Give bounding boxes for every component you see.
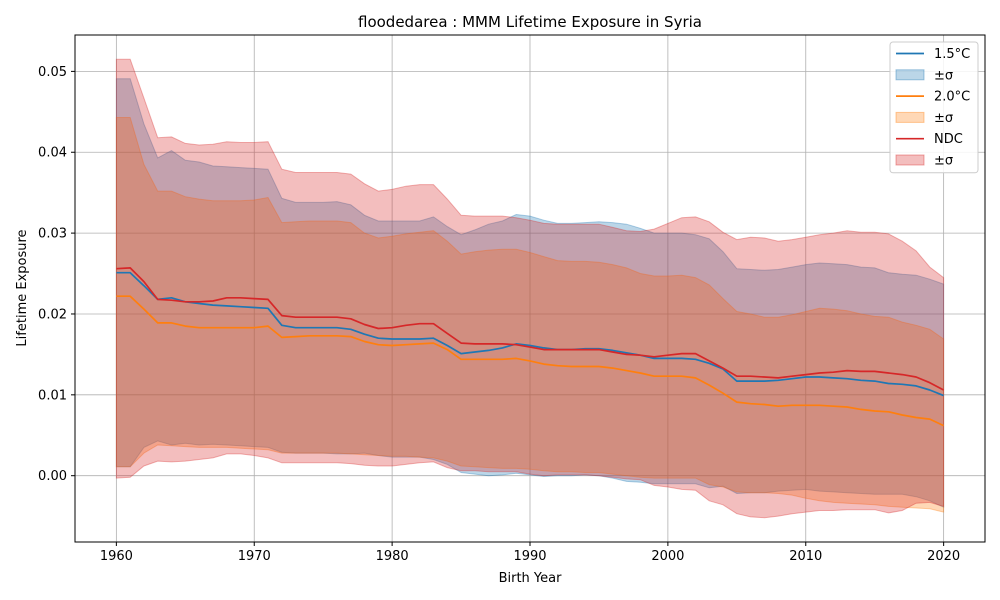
y-tick-label: 0.05 [38,65,67,80]
grid [75,35,985,542]
line-1-5-c [116,271,944,397]
x-tick-label: 2010 [789,549,822,564]
x-axis-label: Birth Year [499,571,563,586]
legend-band-1-5-c [895,69,925,81]
x-tick-label: 2020 [927,549,960,564]
legend-band-2-0-c [895,111,925,123]
band-1-5-c [115,78,945,508]
x-tick-label: 1990 [513,549,546,564]
band-2-0-c [115,117,945,513]
legend-label-ndc: NDC [934,132,963,147]
series-lines [116,267,944,427]
band-ndc [115,58,945,519]
y-tick-label: 0.03 [38,227,67,242]
x-tick-label: 2000 [651,549,684,564]
x-tick-label: 1970 [238,549,271,564]
line-ndc [116,267,944,391]
x-tick-label: 1980 [376,549,409,564]
legend: 1.5°C ±σ 2.0°C ±σ NDC ±σ [889,41,979,174]
legend-box [889,41,979,174]
legend-band-label-2-0-c: ±σ [934,111,953,126]
x-tick-label: 1960 [100,549,133,564]
y-tick-label: 0.01 [38,388,67,403]
confidence-bands [115,58,945,519]
y-tick-label: 0.02 [38,307,67,322]
line-2-0-c [116,295,944,427]
y-tick-label: 0.00 [38,469,67,484]
y-axis-label: Lifetime Exposure [15,229,30,346]
chart-title: floodedarea : MMM Lifetime Exposure in S… [358,13,702,31]
legend-band-label-ndc: ±σ [934,154,953,169]
legend-band-ndc [895,154,925,166]
axis-ticks: 1960 1970 1980 1990 2000 2010 2020 0.00 0.01 0.02… [38,65,960,564]
legend-label-2-0-c: 2.0°C [934,90,970,105]
legend-label-1-5-c: 1.5°C [934,47,970,62]
legend-band-label-1-5-c: ±σ [934,68,953,83]
y-tick-label: 0.04 [38,146,67,161]
